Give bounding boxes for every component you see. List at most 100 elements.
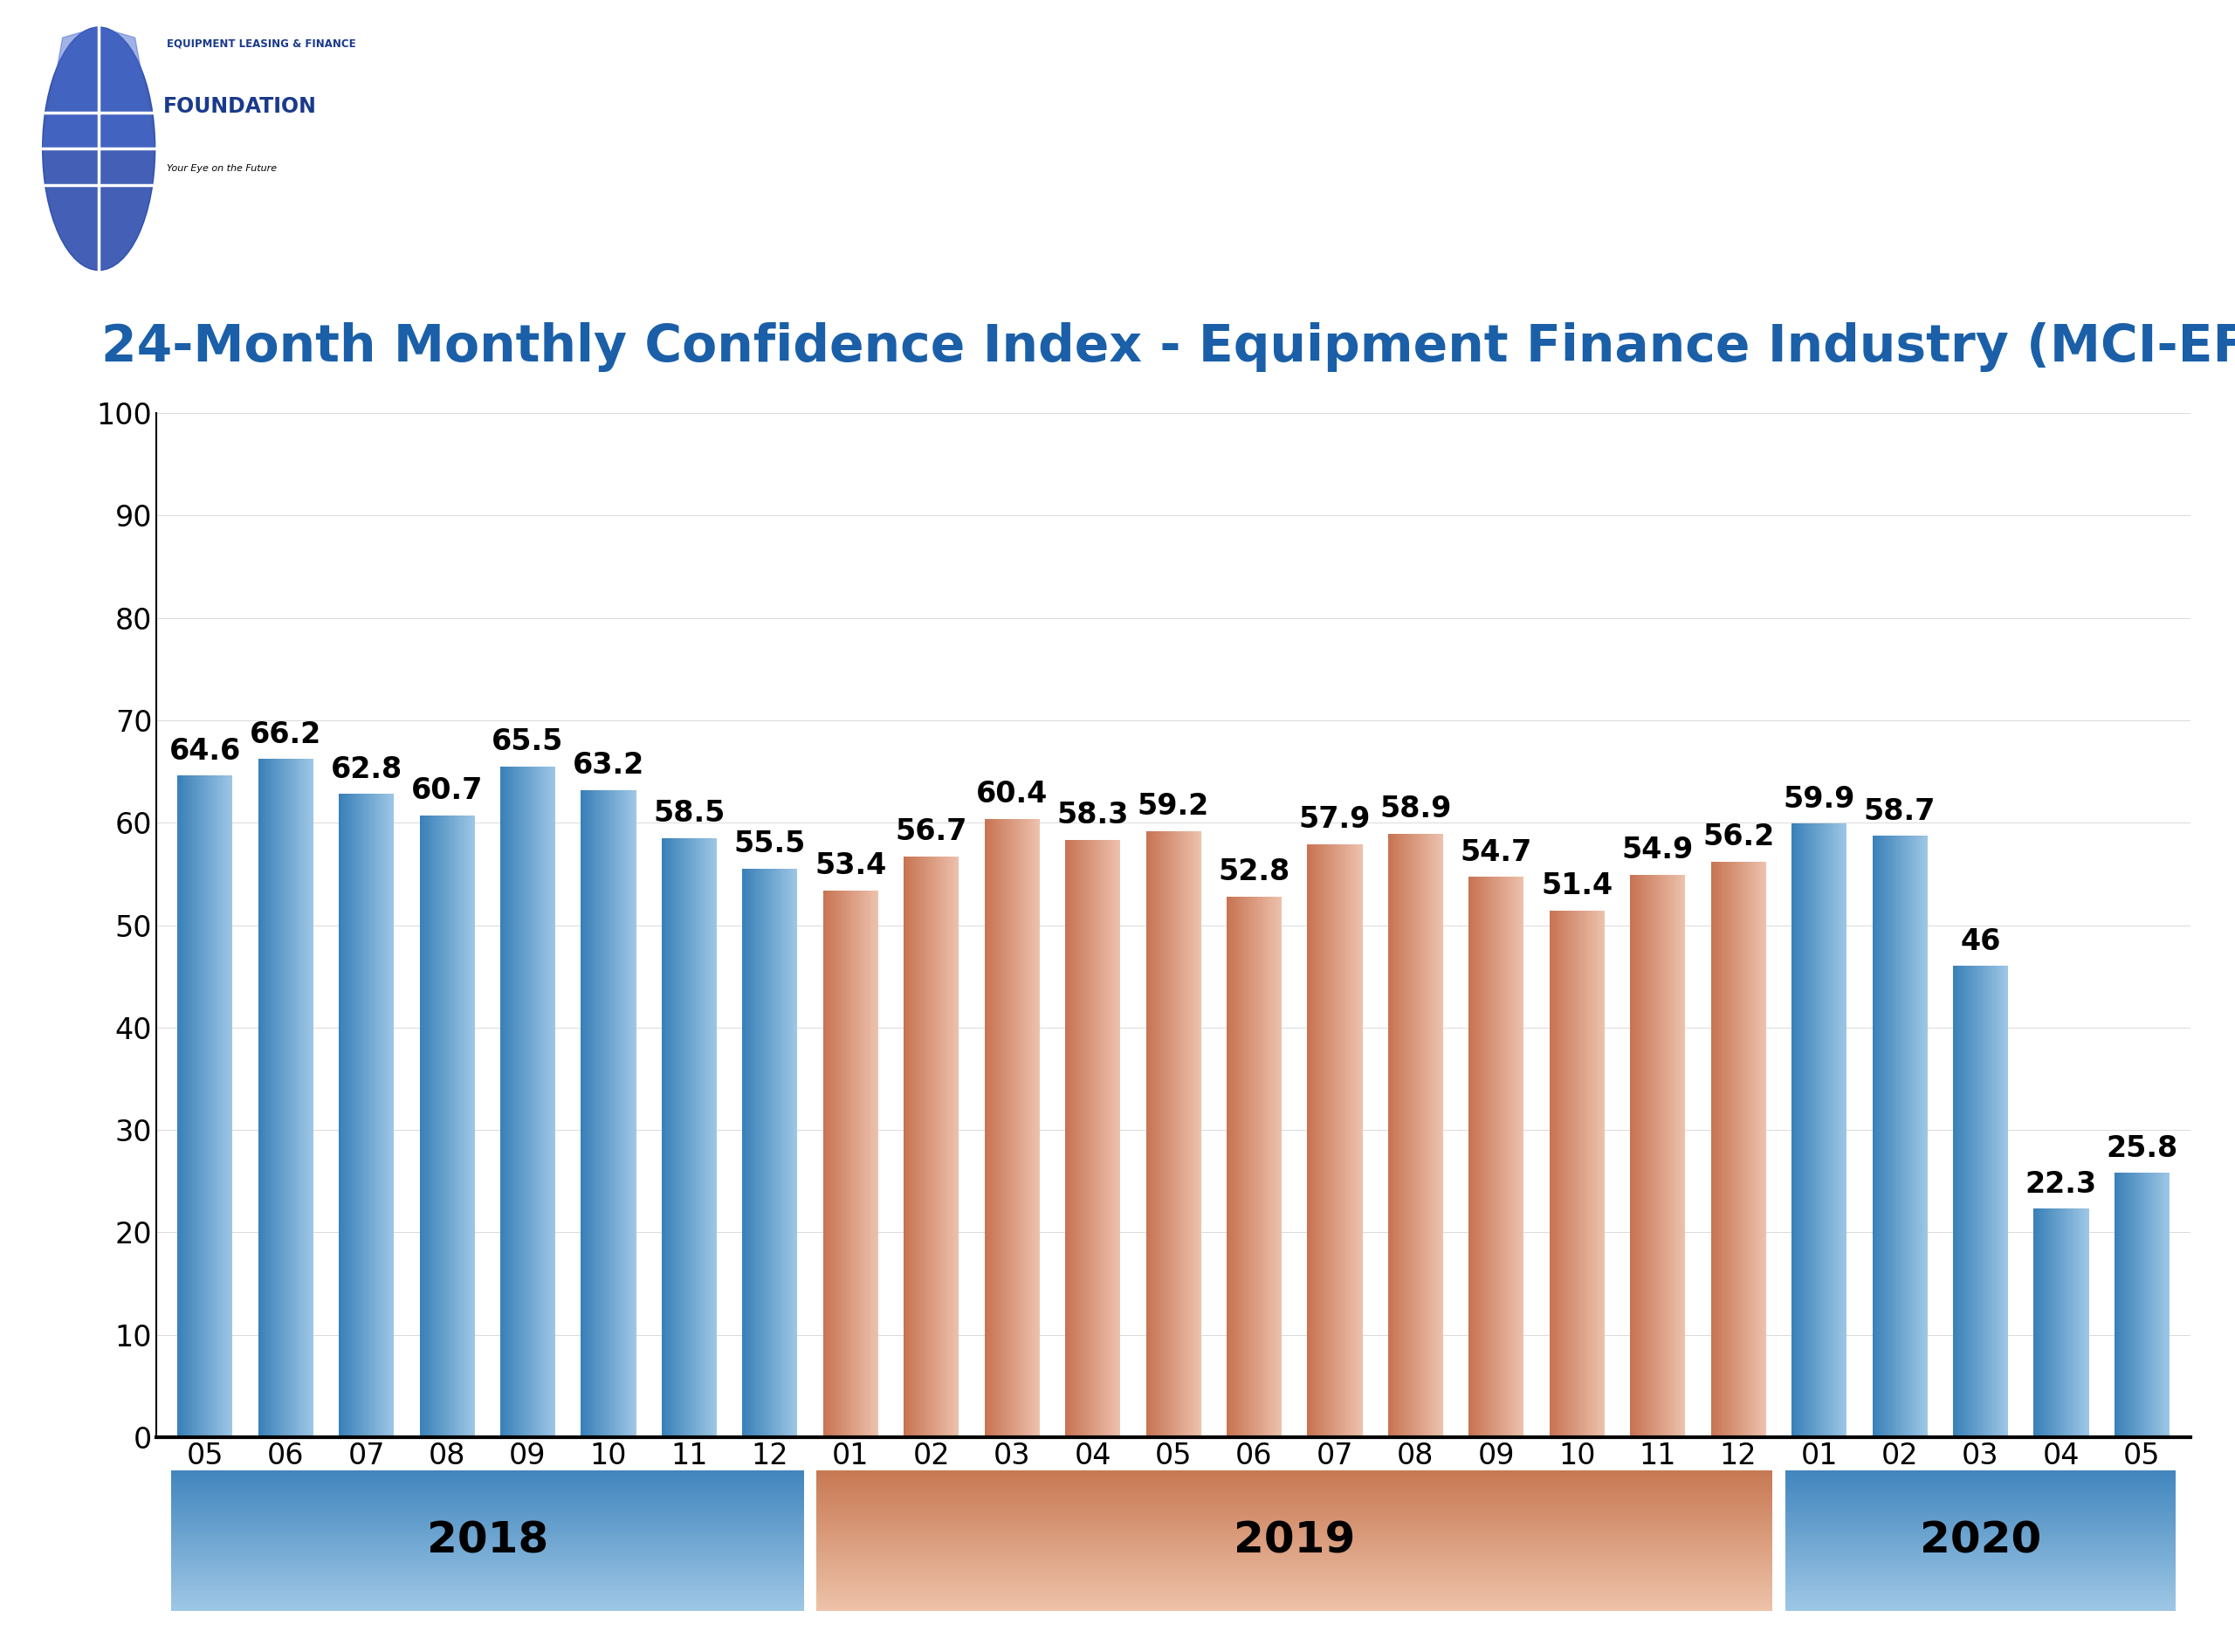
Bar [172, 1502, 805, 1503]
Bar [172, 1536, 805, 1540]
Bar [816, 1536, 1772, 1540]
Bar [1786, 1485, 2177, 1488]
Bar [172, 1578, 805, 1579]
Bar [816, 1561, 1772, 1564]
Bar [1786, 1508, 2177, 1512]
Bar [172, 1589, 805, 1593]
Bar [816, 1555, 1772, 1558]
Bar [172, 1498, 805, 1502]
Bar [816, 1553, 1772, 1556]
Bar [1786, 1584, 2177, 1588]
Text: 60.7: 60.7 [411, 776, 483, 805]
Bar [172, 1521, 805, 1525]
Bar [1786, 1515, 2177, 1518]
Bar [816, 1520, 1772, 1521]
Bar [816, 1563, 1772, 1566]
Bar [1786, 1533, 2177, 1536]
Bar [1786, 1589, 2177, 1593]
Bar [172, 1525, 805, 1528]
Text: 25.8: 25.8 [2105, 1133, 2177, 1163]
Polygon shape [98, 26, 154, 149]
Bar [172, 1593, 805, 1596]
Bar [172, 1579, 805, 1583]
Bar [816, 1503, 1772, 1507]
Text: 58.7: 58.7 [1864, 796, 1936, 826]
Bar [816, 1584, 1772, 1588]
Bar [1786, 1518, 2177, 1521]
Bar [816, 1528, 1772, 1531]
Bar [816, 1607, 1772, 1611]
Bar [172, 1561, 805, 1564]
Bar [1786, 1545, 2177, 1548]
Bar [816, 1546, 1772, 1550]
Text: 57.9: 57.9 [1299, 805, 1370, 834]
Bar [816, 1521, 1772, 1525]
Bar [172, 1480, 805, 1483]
Text: 64.6: 64.6 [170, 737, 241, 765]
Bar [1786, 1521, 2177, 1523]
Bar [172, 1543, 805, 1546]
Bar [172, 1553, 805, 1556]
Bar [1786, 1564, 2177, 1568]
Bar [1786, 1523, 2177, 1526]
Bar [1786, 1525, 2177, 1528]
Bar [172, 1470, 805, 1474]
Bar [172, 1559, 805, 1563]
Bar [172, 1584, 805, 1588]
Bar [816, 1589, 1772, 1593]
Bar [816, 1606, 1772, 1607]
Bar [172, 1503, 805, 1505]
Bar [816, 1550, 1772, 1553]
Bar [172, 1606, 805, 1609]
Ellipse shape [42, 26, 154, 271]
Bar [1786, 1513, 2177, 1515]
Bar [172, 1596, 805, 1597]
Bar [816, 1508, 1772, 1512]
Bar [1786, 1588, 2177, 1589]
Bar [816, 1521, 1772, 1523]
Bar [1786, 1558, 2177, 1559]
Bar [172, 1591, 805, 1594]
Bar [816, 1526, 1772, 1530]
Bar [816, 1566, 1772, 1569]
Bar [172, 1545, 805, 1548]
Bar [172, 1594, 805, 1596]
Bar [1786, 1507, 2177, 1510]
Bar [816, 1498, 1772, 1502]
Bar [1786, 1540, 2177, 1543]
Bar [172, 1475, 805, 1479]
Bar [816, 1551, 1772, 1555]
Bar [816, 1490, 1772, 1493]
Bar [816, 1495, 1772, 1498]
Bar [172, 1604, 805, 1606]
Bar [1786, 1597, 2177, 1601]
Bar [1786, 1596, 2177, 1597]
Bar [816, 1502, 1772, 1503]
Bar [172, 1559, 805, 1561]
Bar [172, 1508, 805, 1512]
Bar [172, 1513, 805, 1515]
Bar [172, 1520, 805, 1521]
Bar [816, 1533, 1772, 1536]
Bar [816, 1510, 1772, 1513]
Text: 24-Month Monthly Confidence Index - Equipment Finance Industry (MCI-EFI): 24-Month Monthly Confidence Index - Equi… [101, 322, 2235, 372]
Bar [1786, 1574, 2177, 1578]
Text: 53.4: 53.4 [814, 851, 887, 881]
Bar [1786, 1497, 2177, 1500]
Bar [1786, 1503, 2177, 1505]
Bar [816, 1492, 1772, 1493]
Bar [816, 1497, 1772, 1500]
Bar [1786, 1480, 2177, 1483]
Bar [816, 1606, 1772, 1609]
Bar [1786, 1579, 2177, 1583]
Bar [816, 1593, 1772, 1596]
Bar [172, 1596, 805, 1599]
Bar [816, 1503, 1772, 1505]
Bar [172, 1597, 805, 1601]
Text: 58.9: 58.9 [1379, 795, 1451, 824]
Text: 55.5: 55.5 [733, 829, 807, 859]
Bar [816, 1583, 1772, 1586]
Bar [1786, 1475, 2177, 1479]
Bar [1786, 1550, 2177, 1551]
Bar [172, 1483, 805, 1487]
